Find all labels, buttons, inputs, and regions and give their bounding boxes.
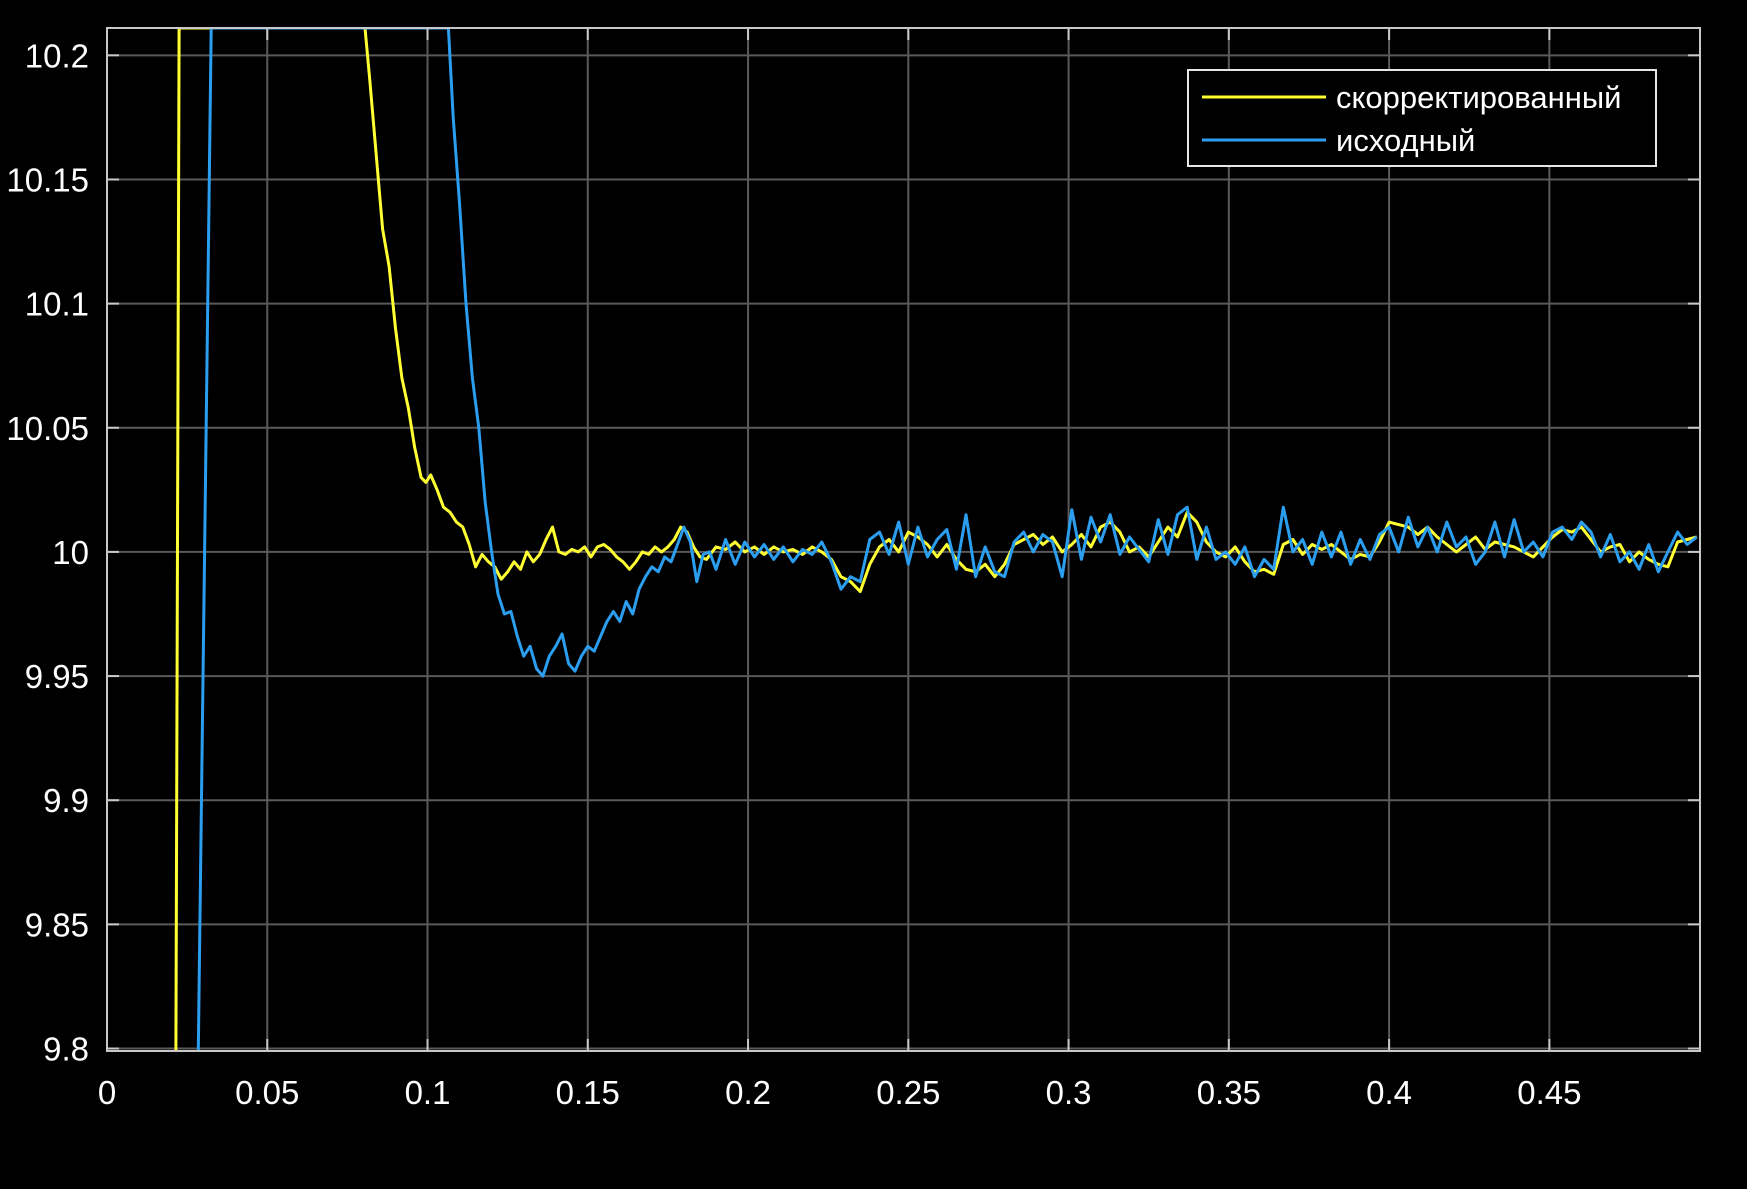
x-tick-label: 0.4 [1366, 1074, 1412, 1111]
y-tick-label: 10.05 [6, 410, 89, 447]
y-tick-label: 9.95 [25, 658, 89, 695]
x-tick-label: 0.05 [235, 1074, 299, 1111]
y-tick-label: 9.9 [43, 782, 89, 819]
axes: 0 0.05 0.1 0.15 0.2 0.25 0.3 0.35 0.4 0.45 9.8 9.85… [6, 27, 1701, 1111]
y-tick-label: 9.85 [25, 906, 89, 943]
legend: скорректированный исходный [1187, 69, 1657, 167]
x-tick-label: 0 [98, 1074, 116, 1111]
x-tick-label: 0.25 [876, 1074, 940, 1111]
x-tick-label: 0.3 [1046, 1074, 1092, 1111]
y-tick-label: 10.2 [25, 37, 89, 74]
y-tick-label: 10.15 [6, 161, 89, 198]
y-tick-label: 10 [52, 534, 89, 571]
x-tick-label: 0.15 [556, 1074, 620, 1111]
axes-frame [106, 27, 1701, 1052]
y-tick-label: 10.1 [25, 286, 89, 323]
y-tick-label: 9.8 [43, 1031, 89, 1068]
plot-area [174, 28, 1698, 1051]
x-tick-label: 0.35 [1197, 1074, 1261, 1111]
series-line-original [196, 28, 1698, 1051]
legend-box [1187, 69, 1657, 167]
legend-label-original: исходный [1336, 123, 1475, 158]
legend-label-corrected: скорректированный [1336, 80, 1621, 115]
grid [107, 28, 1700, 1051]
x-tick-label: 0.2 [725, 1074, 771, 1111]
x-tick-label: 0.1 [405, 1074, 451, 1111]
x-tick-label: 0.45 [1517, 1074, 1581, 1111]
